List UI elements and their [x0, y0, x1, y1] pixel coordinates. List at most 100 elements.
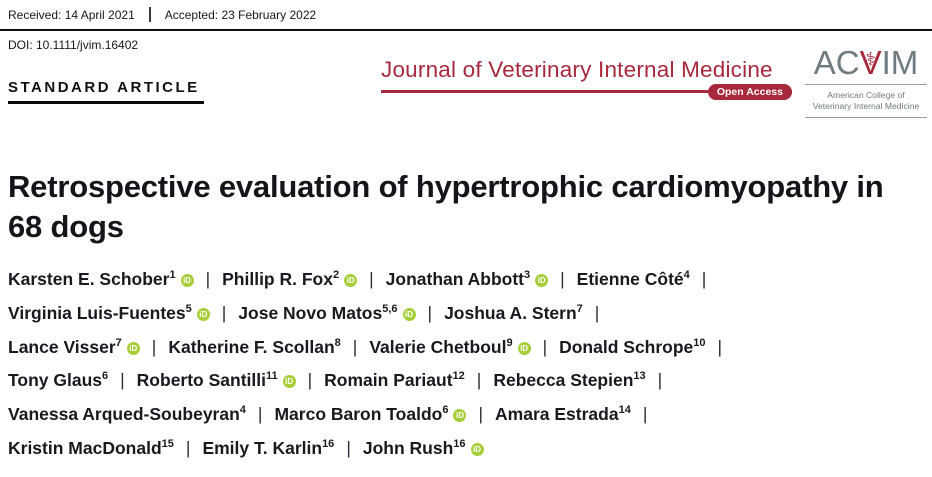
author: Joshua A. Stern7: [444, 303, 583, 323]
author-separator: |: [307, 370, 313, 391]
author-separator: |: [120, 370, 125, 391]
author-separator: |: [151, 336, 157, 357]
orcid-icon[interactable]: iD: [535, 274, 549, 287]
author-separator: |: [185, 437, 191, 458]
author: Amara Estrada14: [495, 404, 631, 424]
author-name: Phillip R. Fox: [222, 269, 333, 289]
author: Marco Baron Toaldo6 iD: [274, 404, 467, 425]
author-name: John Rush: [362, 437, 454, 458]
logo-letter-v: V ⚕: [859, 44, 882, 81]
logo-rule-bottom: [805, 117, 927, 119]
logo-subtitle-line2: Veterinary Internal Medicine: [812, 101, 920, 112]
top-rule: [0, 29, 932, 31]
article-type-label: STANDARD ARTICLE: [8, 79, 204, 104]
author: Roberto Santilli11 iD: [137, 370, 296, 390]
author-affiliation-superscript: 4: [239, 404, 246, 417]
author: Etienne Côté4: [577, 269, 690, 289]
author-separator: |: [369, 269, 374, 289]
journal-branding: Journal of Veterinary Internal Medicine …: [381, 57, 792, 100]
author-affiliation-superscript: 15: [161, 438, 174, 451]
orcid-icon[interactable]: iD: [470, 442, 484, 456]
author-separator: |: [594, 302, 600, 323]
author-affiliation-superscript: 5,6: [382, 302, 398, 315]
logo-letters-suffix: IM: [881, 44, 919, 81]
orcid-icon[interactable]: iD: [402, 307, 416, 321]
accepted-date: Accepted: 23 February 2022: [164, 7, 317, 22]
author-affiliation-superscript: 1: [169, 269, 176, 282]
orcid-icon[interactable]: iD: [196, 307, 210, 321]
journal-name: Journal of Veterinary Internal Medicine: [381, 57, 773, 82]
author-name: Vanessa Arqued-Soubeyran: [8, 404, 240, 425]
author-name: Katherine F. Scollan: [168, 336, 335, 357]
author-name: Lance Visser: [8, 336, 116, 357]
author-separator: |: [701, 269, 707, 289]
author-name: Karsten E. Schober: [8, 269, 170, 289]
author-separator: |: [642, 404, 648, 425]
orcid-icon[interactable]: iD: [517, 341, 531, 355]
author-separator: |: [717, 336, 723, 357]
author: Lance Visser7 iD: [8, 337, 140, 357]
author: Valerie Chetboul9 iD: [369, 336, 531, 357]
author-separator: |: [257, 404, 263, 425]
caduceus-icon: ⚕: [865, 49, 876, 71]
author-affiliation-superscript: 6: [102, 370, 109, 383]
author: Emily T. Karlin16: [202, 438, 334, 458]
logo-rule-top: [805, 84, 927, 85]
author-affiliation-superscript: 10: [693, 336, 706, 349]
author-name: Virginia Luis-Fuentes: [8, 302, 186, 323]
author-affiliation-superscript: 7: [576, 302, 583, 315]
author: Donald Schrope10: [559, 337, 705, 357]
date-divider: [148, 7, 151, 22]
author-name: Jose Novo Matos: [238, 302, 383, 323]
author-separator: |: [205, 269, 211, 289]
author-affiliation-superscript: 6: [442, 404, 449, 417]
author-affiliation-superscript: 4: [683, 269, 690, 282]
author-affiliation-superscript: 9: [506, 336, 513, 349]
author-separator: |: [352, 336, 358, 357]
author-affiliation-superscript: 2: [332, 269, 340, 282]
logo-letters-prefix: AC: [813, 44, 860, 81]
journal-rule: Open Access: [381, 83, 792, 100]
author-affiliation-superscript: 8: [334, 336, 341, 349]
open-access-badge: Open Access: [707, 83, 792, 100]
logo-subtitle-line1: American College of: [827, 90, 905, 100]
author-separator: |: [346, 437, 351, 458]
author-separator: |: [657, 370, 663, 391]
author-affiliation-superscript: 5: [185, 302, 192, 315]
author-name: Romain Pariaut: [324, 370, 453, 391]
author-affiliation-superscript: 11: [265, 370, 278, 383]
author: Phillip R. Fox2 iD: [222, 269, 358, 289]
author-affiliation-superscript: 12: [452, 370, 465, 383]
author: John Rush16 iD: [363, 438, 484, 458]
orcid-icon[interactable]: iD: [344, 274, 358, 287]
article-title: Retrospective evaluation of hypertrophic…: [8, 167, 924, 247]
author-separator: |: [221, 302, 227, 323]
orcid-icon[interactable]: iD: [126, 341, 140, 355]
doi: DOI: 10.1111/jvim.16402: [8, 38, 139, 52]
author: Jonathan Abbott3 iD: [386, 269, 549, 289]
author-name: Rebecca Stepien: [493, 370, 634, 391]
author-name: Etienne Côté: [576, 269, 684, 289]
author: Rebecca Stepien13: [493, 370, 645, 390]
author: Romain Pariaut12: [324, 370, 465, 390]
orcid-icon[interactable]: iD: [282, 375, 296, 389]
article-title-line: 68 dogs: [8, 208, 124, 244]
author-separator: |: [560, 269, 565, 289]
orcid-icon[interactable]: iD: [180, 274, 194, 287]
author-affiliation-superscript: 13: [633, 370, 646, 383]
author-name: Roberto Santilli: [136, 370, 266, 391]
received-date: Received: 14 April 2021: [8, 7, 135, 22]
author-separator: |: [476, 370, 482, 391]
author-affiliation-superscript: 7: [115, 336, 122, 349]
author-affiliation-superscript: 14: [618, 404, 631, 417]
author-name: Valerie Chetboul: [369, 336, 507, 357]
acvim-logo: AC V ⚕ IM American College of Veterinary…: [803, 46, 929, 123]
author: Virginia Luis-Fuentes5 iD: [8, 303, 210, 323]
author-separator: |: [542, 336, 548, 357]
orcid-icon[interactable]: iD: [453, 409, 467, 423]
author-name: Kristin MacDonald: [8, 437, 162, 458]
author: Tony Glaus6: [8, 370, 108, 390]
author-name: Donald Schrope: [559, 336, 694, 357]
author: Vanessa Arqued-Soubeyran4: [8, 404, 246, 424]
author-name: Marco Baron Toaldo: [274, 404, 443, 425]
